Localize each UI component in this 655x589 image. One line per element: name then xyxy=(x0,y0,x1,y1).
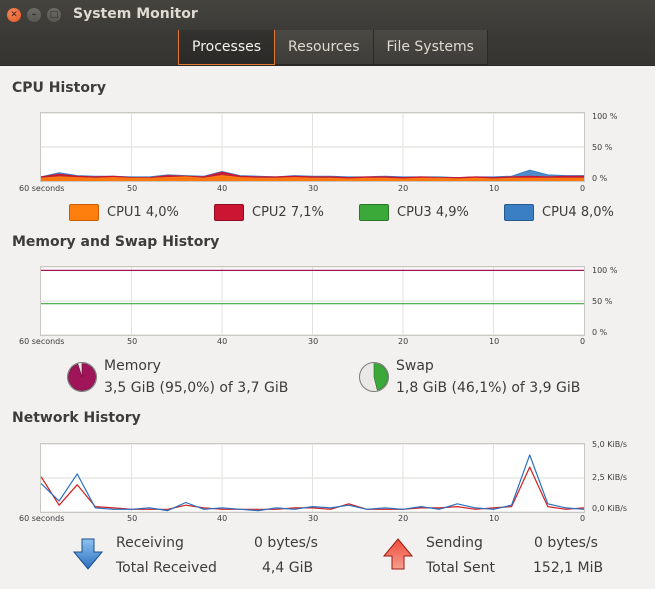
receiving-value: 0 bytes/s xyxy=(254,535,318,551)
net-y-tick: 2,5 KiB/s xyxy=(592,473,628,482)
tab-processes[interactable]: Processes xyxy=(178,30,276,65)
mem-y-tick: 0 % xyxy=(592,328,608,337)
cpu-x-tick: 40 xyxy=(217,184,228,193)
swap-pie-slice xyxy=(373,363,388,391)
sending-arrow-icon xyxy=(383,538,413,570)
net-x-tick: 50 xyxy=(127,514,138,523)
cpu-y-tick: 100 % xyxy=(592,112,618,121)
tab-file-systems[interactable]: File Systems xyxy=(373,30,488,65)
swap-usage-pie[interactable] xyxy=(358,361,390,393)
memory-usage-pie[interactable] xyxy=(66,361,98,393)
sending-value: 0 bytes/s xyxy=(534,535,598,551)
receiving-label: Receiving xyxy=(116,535,184,551)
receiving-arrow-icon xyxy=(73,538,103,570)
cpu1-label: CPU1 4,0% xyxy=(107,205,179,220)
cpu-x-tick: 20 xyxy=(398,184,409,193)
net-x-tick: 10 xyxy=(489,514,500,523)
cpu-x-tick: 10 xyxy=(489,184,500,193)
swap-label: Swap xyxy=(396,358,434,374)
memory-history-graph xyxy=(40,266,585,336)
net-x-tick: 60 seconds xyxy=(19,514,65,523)
mem-x-tick: 50 xyxy=(127,337,138,346)
total-sent-value: 152,1 MiB xyxy=(533,560,604,576)
cpu-history-graph xyxy=(40,112,585,182)
cpu2-color-swatch[interactable] xyxy=(214,204,244,221)
memory-history-title: Memory and Swap History xyxy=(12,234,220,250)
memory-value: 3,5 GiB (95,0%) of 3,7 GiB xyxy=(104,380,289,396)
cpu3-label: CPU3 4,9% xyxy=(397,205,469,220)
net-y-tick: 0,0 KiB/s xyxy=(592,504,628,513)
mem-x-tick: 0 xyxy=(580,337,586,346)
memory-pie-slice xyxy=(68,363,96,391)
maximize-window-button[interactable]: □ xyxy=(47,8,61,22)
mem-x-tick: 40 xyxy=(217,337,228,346)
tab-resources[interactable]: Resources xyxy=(275,30,374,65)
cpu1-color-swatch[interactable] xyxy=(69,204,99,221)
cpu3-color-swatch[interactable] xyxy=(359,204,389,221)
total-received-label: Total Received xyxy=(116,560,217,576)
cpu-x-tick: 60 seconds xyxy=(19,184,65,193)
title-bar: ✕ – □ System Monitor xyxy=(0,0,655,30)
net-x-tick: 40 xyxy=(217,514,228,523)
receiving-history-line xyxy=(41,454,584,512)
total-sent-label: Total Sent xyxy=(426,560,496,576)
mem-y-tick: 50 % xyxy=(592,297,613,306)
toolbar: Processes Resources File Systems xyxy=(0,30,655,66)
cpu-x-tick: 50 xyxy=(127,184,138,193)
memory-label: Memory xyxy=(104,358,161,374)
cpu-history-title: CPU History xyxy=(12,80,106,96)
cpu-y-tick: 50 % xyxy=(592,143,613,152)
net-x-tick: 30 xyxy=(308,514,319,523)
cpu-y-tick: 0 % xyxy=(592,174,608,183)
mem-x-tick: 30 xyxy=(308,337,319,346)
view-tabs: Processes Resources File Systems xyxy=(178,30,488,65)
minimize-window-button[interactable]: – xyxy=(27,8,41,22)
mem-y-tick: 100 % xyxy=(592,266,618,275)
cpu-x-tick: 30 xyxy=(308,184,319,193)
cpu-x-tick: 0 xyxy=(580,184,586,193)
cpu4-color-swatch[interactable] xyxy=(504,204,534,221)
mem-x-tick: 20 xyxy=(398,337,409,346)
sending-label: Sending xyxy=(426,535,483,551)
net-y-tick: 5,0 KiB/s xyxy=(592,440,628,449)
cpu4-label: CPU4 8,0% xyxy=(542,205,614,220)
net-x-tick: 20 xyxy=(398,514,409,523)
cpu2-label: CPU2 7,1% xyxy=(252,205,324,220)
total-received-value: 4,4 GiB xyxy=(262,560,314,576)
net-x-tick: 0 xyxy=(580,514,586,523)
swap-value: 1,8 GiB (46,1%) of 3,9 GiB xyxy=(396,380,581,396)
mem-x-tick: 60 seconds xyxy=(19,337,65,346)
network-history-title: Network History xyxy=(12,410,141,426)
mem-x-tick: 10 xyxy=(489,337,500,346)
cpu-series-cpu1-area xyxy=(41,175,584,181)
window-title: System Monitor xyxy=(73,6,198,22)
network-history-graph xyxy=(40,443,585,513)
close-window-button[interactable]: ✕ xyxy=(7,8,21,22)
